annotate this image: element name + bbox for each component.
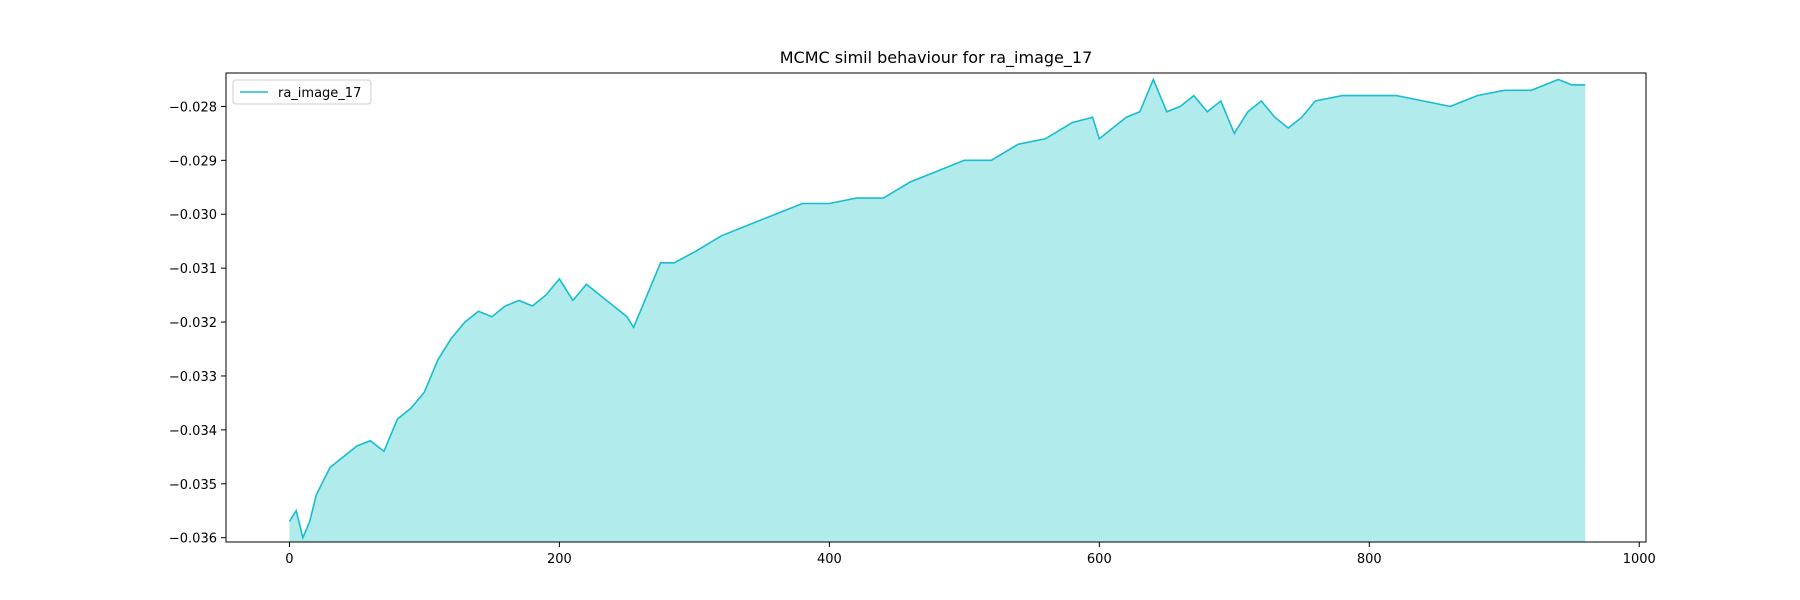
series-line-layer [288, 77, 1586, 541]
y-tick-label: −0.036 [169, 532, 217, 547]
fill-area-layer [289, 79, 1586, 542]
axes-frame [225, 72, 1647, 543]
y-axis: −0.028 −0.029 −0.030 −0.031 −0.032 −0.033 −0.0… [169, 100, 226, 547]
y-tick-label: −0.032 [169, 316, 217, 331]
x-tick-label: 0 [285, 552, 293, 567]
x-axis: 0 200 400 600 800 1000 [285, 542, 1656, 567]
series-line-ra-image-17 [288, 77, 1586, 541]
x-tick-label: 200 [547, 552, 572, 567]
y-tick-label: −0.034 [169, 424, 217, 439]
y-tick-label: −0.028 [169, 100, 217, 115]
chart-title: MCMC simil behaviour for ra_image_17 [780, 48, 1093, 68]
legend: ra_image_17 [232, 79, 372, 105]
legend-box [232, 79, 372, 105]
y-tick-label: −0.029 [169, 154, 217, 169]
y-tick-label: −0.031 [169, 262, 217, 277]
series-fill-area [289, 79, 1586, 542]
plot-area [225, 72, 1647, 543]
legend-entry-ra-image-17: ra_image_17 [278, 86, 361, 101]
y-tick-label: −0.030 [169, 208, 217, 223]
x-tick-label: 600 [1087, 552, 1112, 567]
y-tick-label: −0.033 [169, 370, 217, 385]
x-tick-label: 1000 [1623, 552, 1656, 567]
x-tick-label: 800 [1357, 552, 1382, 567]
y-tick-label: −0.035 [169, 478, 217, 493]
x-tick-label: 400 [817, 552, 842, 567]
